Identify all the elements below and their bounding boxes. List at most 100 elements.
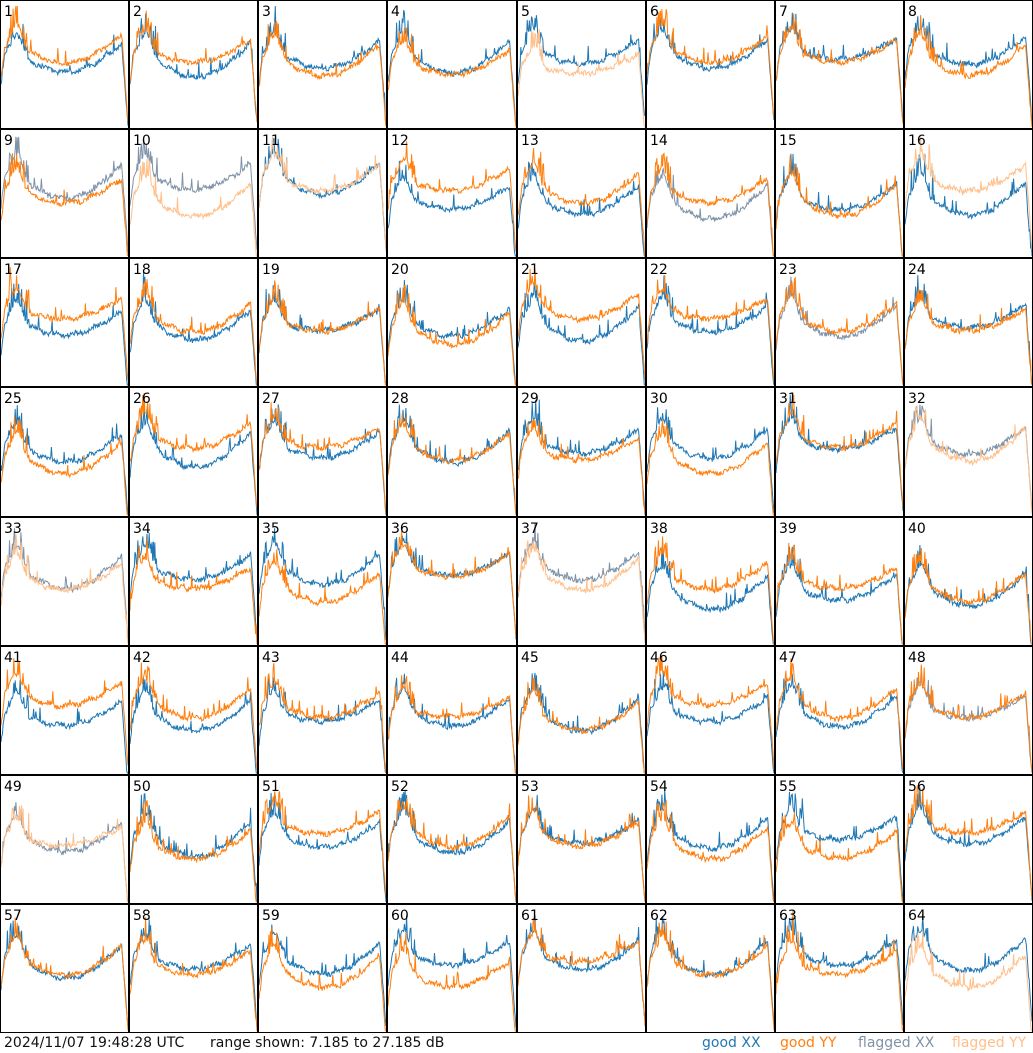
series-xx-1 (0, 23, 129, 126)
panel-3: 3 (258, 0, 387, 129)
panel-label: 26 (133, 391, 151, 407)
panel-41: 41 (0, 646, 129, 775)
series-xx-35 (258, 528, 387, 641)
panel-label: 9 (4, 133, 13, 149)
panel-48: 48 (904, 646, 1033, 775)
panel-border (0, 646, 129, 775)
series-yy-24 (904, 288, 1033, 386)
series-yy-42 (129, 662, 258, 770)
panel-2: 2 (129, 0, 258, 129)
panel-label: 31 (779, 391, 797, 407)
panel-border (775, 258, 904, 387)
series-yy-46 (646, 656, 775, 769)
series-yy-37 (517, 540, 646, 644)
series-xx-38 (646, 547, 774, 645)
panel-border (646, 129, 775, 258)
panel-label: 23 (779, 262, 797, 278)
panel-label: 17 (4, 262, 22, 278)
range-label: range shown: 7.185 to 27.185 dB (210, 1035, 445, 1051)
panel-border (646, 646, 775, 775)
panel-border (517, 904, 646, 1033)
panel-label: 2 (133, 4, 142, 20)
panel-border (0, 129, 129, 258)
series-xx-42 (129, 677, 257, 774)
panel-61: 61 (517, 904, 646, 1033)
panel-border (258, 129, 387, 258)
panel-border (775, 517, 904, 646)
panel-border (646, 517, 775, 646)
series-xx-45 (517, 672, 646, 774)
panel-label: 64 (908, 908, 926, 924)
panel-35: 35 (258, 517, 387, 646)
panel-43: 43 (258, 646, 387, 775)
series-xx-8 (904, 16, 1033, 124)
panel-label: 52 (391, 779, 409, 795)
panel-label: 39 (779, 521, 797, 537)
panel-border (129, 517, 258, 646)
panel-18: 18 (129, 258, 258, 387)
series-xx-55 (775, 791, 904, 903)
panel-label: 44 (391, 650, 409, 666)
panel-9: 9 (0, 129, 129, 258)
series-xx-30 (646, 407, 775, 513)
series-yy-43 (258, 663, 387, 774)
series-xx-37 (517, 523, 646, 634)
panel-54: 54 (646, 775, 775, 904)
series-yy-41 (0, 658, 129, 766)
footer: 2024/11/07 19:48:28 UTC range shown: 7.1… (0, 1033, 1033, 1053)
series-xx-63 (775, 916, 904, 1025)
panel-25: 25 (0, 387, 129, 517)
series-xx-6 (646, 15, 775, 121)
series-xx-48 (904, 666, 1033, 774)
panel-62: 62 (646, 904, 775, 1033)
panel-border (129, 904, 258, 1033)
panel-label: 3 (262, 4, 271, 20)
panel-label: 36 (391, 521, 409, 537)
series-yy-49 (0, 805, 128, 903)
panel-label: 57 (4, 908, 22, 924)
series-yy-32 (904, 405, 1033, 515)
series-xx-5 (517, 15, 646, 117)
series-yy-8 (904, 15, 1033, 128)
panel-border (387, 517, 517, 646)
panel-border (775, 0, 904, 129)
series-yy-40 (904, 547, 1032, 645)
series-xx-29 (517, 399, 646, 516)
series-yy-63 (775, 909, 904, 1032)
panel-label: 61 (521, 908, 539, 924)
panel-border (517, 775, 646, 904)
panel-label: 30 (650, 391, 668, 407)
panel-33: 33 (0, 517, 129, 646)
panel-47: 47 (775, 646, 904, 775)
panel-label: 4 (391, 4, 400, 20)
panel-border (387, 258, 517, 387)
series-xx-25 (0, 405, 129, 516)
panel-border (129, 258, 258, 387)
panel-34: 34 (129, 517, 258, 646)
series-xx-46 (646, 672, 775, 774)
series-yy-10 (129, 158, 257, 257)
panel-52: 52 (387, 775, 517, 904)
series-yy-18 (129, 279, 258, 386)
panel-label: 15 (779, 133, 797, 149)
panel-label: 40 (908, 521, 926, 537)
series-xx-18 (129, 272, 257, 386)
panel-border (775, 129, 904, 258)
panel-4: 4 (387, 0, 517, 129)
panel-label: 11 (262, 133, 280, 149)
series-xx-10 (129, 138, 258, 250)
panel-60: 60 (387, 904, 517, 1033)
panel-label: 7 (779, 4, 788, 20)
panel-label: 59 (262, 908, 280, 924)
panel-label: 24 (908, 262, 926, 278)
panel-border (517, 517, 646, 646)
panel-label: 12 (391, 133, 409, 149)
series-xx-60 (387, 915, 517, 1028)
panel-21: 21 (517, 258, 646, 387)
series-yy-5 (517, 29, 646, 128)
panel-label: 51 (262, 779, 280, 795)
panel-26: 26 (129, 387, 258, 517)
panel-border (258, 775, 387, 904)
panel-label: 48 (908, 650, 926, 666)
